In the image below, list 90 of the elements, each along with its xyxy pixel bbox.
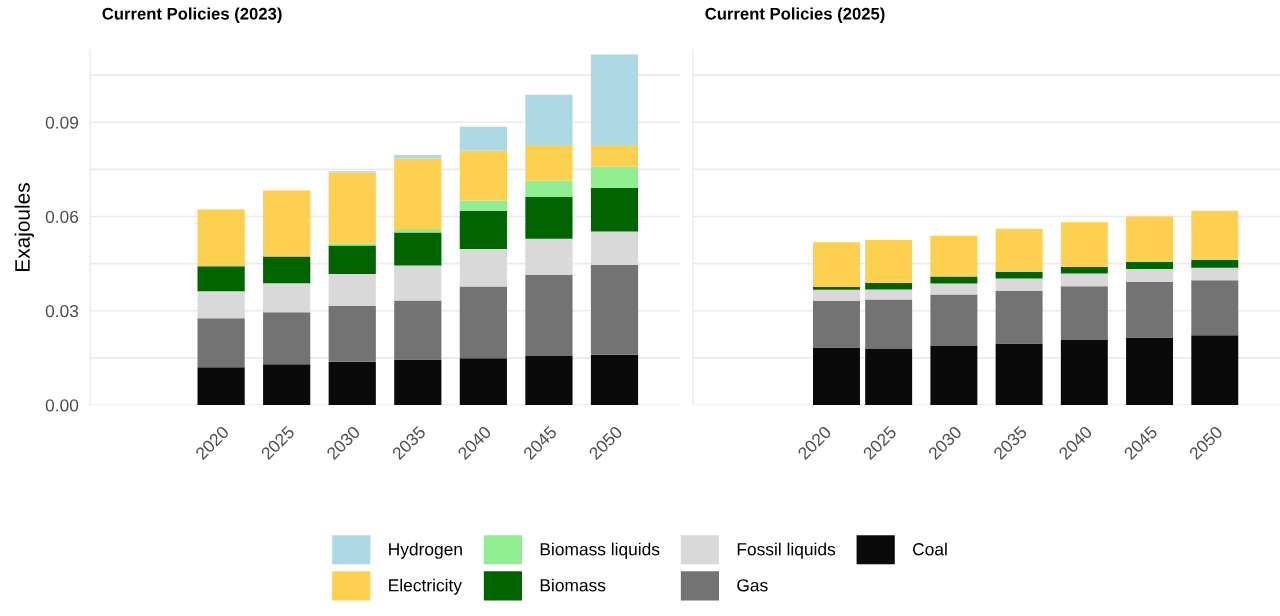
bar <box>525 238 573 275</box>
bar <box>590 231 639 265</box>
bar <box>995 271 1043 279</box>
bar <box>995 343 1043 406</box>
bar <box>459 126 507 151</box>
bar <box>525 144 573 181</box>
bar <box>590 264 639 355</box>
bar <box>813 347 860 406</box>
bar <box>328 306 376 362</box>
bar <box>1126 216 1174 263</box>
bar <box>865 349 913 406</box>
bar <box>525 180 573 198</box>
bar <box>865 289 913 300</box>
bar <box>459 248 507 287</box>
bar <box>1191 210 1239 260</box>
bar <box>459 286 507 359</box>
bar <box>459 210 507 249</box>
bar <box>197 367 245 406</box>
bar <box>459 358 507 406</box>
bar <box>995 228 1043 272</box>
bar <box>394 232 442 266</box>
legend-label: Biomass <box>540 578 606 592</box>
bar <box>394 359 442 406</box>
bar <box>525 94 573 145</box>
bar <box>590 187 639 232</box>
legend-label: Biomass liquids <box>540 542 660 559</box>
bar <box>1126 262 1174 269</box>
y-tick-label: 0.00 <box>45 399 79 412</box>
bar <box>1191 335 1239 406</box>
bar <box>865 240 913 283</box>
bar <box>263 364 311 406</box>
bar <box>590 166 639 188</box>
bar <box>930 235 978 277</box>
bar <box>394 300 442 360</box>
bar <box>525 274 573 357</box>
bar <box>1126 337 1174 406</box>
bar <box>525 197 573 239</box>
bar <box>263 312 311 365</box>
legend-label: Coal <box>913 542 947 556</box>
bar <box>197 318 245 368</box>
bar <box>1060 273 1108 287</box>
bar <box>1060 267 1108 274</box>
bar <box>197 209 245 267</box>
bar <box>328 361 376 406</box>
bar <box>590 54 639 145</box>
y-tick-label: 0.09 <box>45 116 79 129</box>
bar <box>328 245 376 275</box>
bar <box>263 256 311 284</box>
bar <box>1060 222 1108 268</box>
chart-title: Current Policies (2023) <box>102 7 282 23</box>
bar <box>328 274 376 307</box>
bar <box>590 144 639 167</box>
legend-label: Fossil liquids <box>737 542 836 559</box>
legend-label: Hydrogen <box>389 542 462 559</box>
bar <box>1191 267 1239 281</box>
bar <box>197 266 245 292</box>
bar <box>394 158 442 230</box>
bar <box>263 190 311 257</box>
bar <box>930 345 978 406</box>
bar <box>590 354 639 406</box>
y-tick-label: 0.03 <box>45 304 79 318</box>
bar <box>459 150 507 201</box>
bar <box>1060 339 1108 406</box>
bar <box>865 299 913 350</box>
bar <box>1191 259 1239 268</box>
bar <box>930 283 978 295</box>
bar <box>197 291 245 319</box>
bar <box>930 294 978 346</box>
bar <box>995 290 1043 344</box>
chart-title: Current Policies (2025) <box>705 7 885 23</box>
bar <box>813 289 860 301</box>
legend-label: Electricity <box>389 578 462 595</box>
bar <box>394 229 442 233</box>
bar <box>263 283 311 313</box>
bar <box>1191 280 1239 336</box>
bar <box>459 200 507 211</box>
bar <box>995 278 1043 291</box>
y-axis-title: Exajoules <box>14 183 34 271</box>
bar <box>525 356 573 406</box>
bar <box>1060 286 1108 340</box>
bar <box>328 172 376 244</box>
bar <box>1126 268 1174 282</box>
y-tick-label: 0.06 <box>45 210 79 223</box>
bar <box>813 286 860 290</box>
bar <box>813 242 860 287</box>
bar <box>813 300 860 348</box>
bar <box>1126 281 1174 338</box>
bar <box>394 265 442 301</box>
legend-label: Gas <box>737 579 768 592</box>
bar <box>865 282 913 290</box>
